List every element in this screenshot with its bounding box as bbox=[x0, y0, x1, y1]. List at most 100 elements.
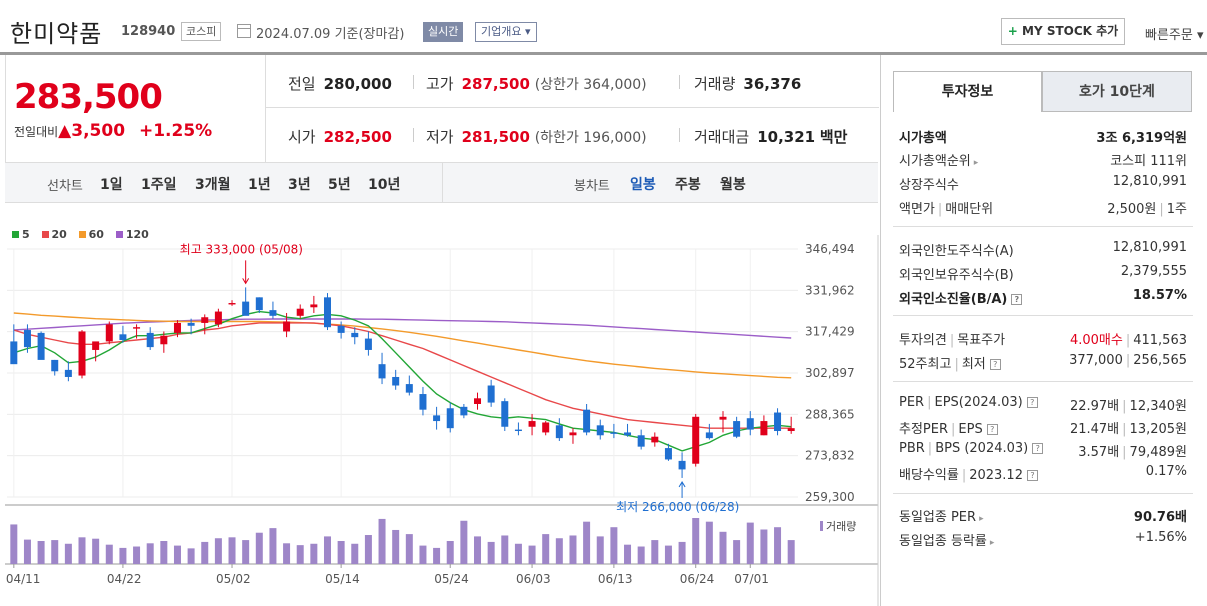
volume-bar bbox=[705, 521, 713, 564]
candle-body bbox=[651, 436, 659, 443]
x-tick-label: 06/24 bbox=[680, 572, 715, 586]
tab-investment-info[interactable]: 투자정보 bbox=[893, 71, 1042, 112]
industry-per-row[interactable]: 동일업종 PER ▸ 90.76배 bbox=[893, 506, 1193, 528]
industry-per-value: 90.76배 bbox=[1133, 510, 1187, 525]
separator: | bbox=[927, 395, 932, 410]
volume: 거래량 36,376 bbox=[694, 73, 801, 94]
quick-order-dropdown[interactable]: 빠른주문 ▾ bbox=[1145, 28, 1204, 43]
week52-label: 52주최고 | 최저? bbox=[899, 353, 1001, 372]
low-value: 281,500 bbox=[461, 128, 530, 146]
volume-bar bbox=[514, 543, 522, 564]
volume-bar bbox=[269, 528, 277, 564]
target-price-label: 목표주가 bbox=[957, 333, 1006, 348]
candle-body bbox=[624, 432, 632, 436]
volume-bar bbox=[501, 535, 509, 564]
volume-bar bbox=[214, 538, 222, 564]
divider bbox=[413, 75, 414, 89]
volume-bar bbox=[242, 540, 250, 564]
candle-body bbox=[10, 341, 18, 365]
candle-body bbox=[187, 322, 195, 326]
divider bbox=[679, 75, 680, 89]
volume-bar bbox=[733, 540, 741, 564]
pbr-value: 3.57배 | 79,489원 bbox=[1078, 441, 1187, 460]
help-icon[interactable]: ? bbox=[1026, 470, 1038, 481]
period-1d[interactable]: 1일 bbox=[100, 177, 123, 193]
dividend-label-text: 배당수익률 bbox=[899, 468, 959, 483]
eps-label: EPS(2024.03) bbox=[934, 395, 1023, 410]
candle-body bbox=[583, 409, 591, 433]
x-tick-label: 07/01 bbox=[734, 572, 769, 586]
period-3y[interactable]: 3년 bbox=[288, 177, 311, 193]
help-icon[interactable]: ? bbox=[1026, 397, 1038, 408]
help-icon[interactable]: ? bbox=[989, 359, 1001, 370]
candlestick-chart-svg[interactable]: 346,494 331,962 317,429 302,897 288,365 273,8… bbox=[0, 235, 880, 606]
prev-compare-label: 전일대비 bbox=[14, 125, 59, 139]
info-tabs: 투자정보 호가 10단계 bbox=[893, 71, 1193, 112]
candle-body bbox=[446, 408, 454, 429]
separator: | bbox=[1122, 422, 1127, 437]
period-3m[interactable]: 3개월 bbox=[195, 177, 231, 193]
candle-body bbox=[514, 429, 522, 432]
current-price-box: 283,500 전일대비▲3,500 +1.25% bbox=[5, 55, 265, 162]
candle-body bbox=[351, 332, 359, 338]
x-tick-label: 04/22 bbox=[107, 572, 142, 586]
candle-monthly[interactable]: 월봉 bbox=[720, 177, 746, 193]
arrow-right-icon: ▸ bbox=[989, 538, 995, 548]
candle-body bbox=[405, 384, 413, 393]
foreign-ratio-label: 외국인소진율(B/A)? bbox=[899, 288, 1023, 307]
y-tick-label: 331,962 bbox=[805, 283, 855, 297]
legend-ma20: 20 bbox=[41, 228, 67, 241]
tab-orderbook-10[interactable]: 호가 10단계 bbox=[1042, 71, 1192, 112]
candle-body bbox=[678, 460, 686, 470]
candle-body bbox=[105, 324, 113, 342]
period-1w[interactable]: 1주일 bbox=[141, 177, 177, 193]
company-overview-dropdown[interactable]: 기업개요 ▾ bbox=[475, 22, 537, 42]
volume-bar bbox=[787, 540, 795, 564]
volume-bar bbox=[719, 531, 727, 564]
market-cap-rank-row[interactable]: 시가총액순위 ▸ 코스피 111위 bbox=[893, 150, 1193, 172]
candle-body bbox=[337, 325, 345, 333]
volume-bar bbox=[433, 547, 441, 564]
target-price-value: 411,563 bbox=[1133, 333, 1187, 348]
separator: | bbox=[1122, 399, 1127, 414]
pbr-label-text: PBR bbox=[899, 441, 925, 456]
opinion-value-text: 4.00매수 bbox=[1069, 333, 1123, 348]
foreign-hold-row: 외국인보유주식수(B) 2,379,555 bbox=[893, 264, 1193, 286]
candle-body bbox=[92, 341, 100, 350]
info-row-1: 전일 280,000 고가 287,500 (상한가 364,000) 거래량 36,… bbox=[266, 55, 879, 108]
listed-shares-row: 상장주식수 12,810,991 bbox=[893, 174, 1193, 196]
foreign-ratio-row: 외국인소진율(B/A)? 18.57% bbox=[893, 288, 1193, 310]
candle-weekly[interactable]: 주봉 bbox=[675, 177, 701, 193]
realtime-button[interactable]: 실시간 bbox=[423, 22, 464, 42]
annotation-high-arrowhead bbox=[242, 278, 250, 285]
my-stock-add-button[interactable]: + MY STOCK 추가 bbox=[1001, 18, 1125, 45]
legend-label: 120 bbox=[125, 228, 149, 241]
volume-bar bbox=[664, 545, 672, 564]
candle-body bbox=[310, 304, 318, 308]
candle-body bbox=[323, 297, 331, 328]
line-chart-label: 선차트 bbox=[47, 179, 83, 194]
volume-bar bbox=[364, 535, 372, 564]
industry-per-label: 동일업종 PER ▸ bbox=[899, 506, 984, 525]
period-5y[interactable]: 5년 bbox=[328, 177, 351, 193]
per-value-text: 22.97배 bbox=[1069, 399, 1120, 414]
candle-body bbox=[528, 421, 536, 427]
volume-bar bbox=[460, 520, 468, 564]
period-10y[interactable]: 10년 bbox=[368, 177, 401, 193]
industry-change-row[interactable]: 동일업종 등락률 ▸ +1.56% bbox=[893, 530, 1193, 552]
price-chart[interactable]: 346,494 331,962 317,429 302,897 288,365 273,8… bbox=[0, 235, 880, 606]
volume-bar bbox=[678, 541, 686, 564]
candle-body bbox=[133, 327, 141, 329]
candle-daily[interactable]: 일봉 bbox=[630, 177, 656, 193]
investment-info-panel: 투자정보 호가 10단계 시가총액 3조 6,319억원 시가총액순위 ▸ 코스피… bbox=[880, 55, 1207, 606]
volume-bar bbox=[323, 536, 331, 564]
opinion-label: 투자의견 | 목표주가 bbox=[899, 329, 1005, 348]
candle-body bbox=[542, 422, 550, 433]
foreign-ratio-value: 18.57% bbox=[1132, 288, 1187, 303]
help-icon[interactable]: ? bbox=[1011, 294, 1023, 305]
help-icon[interactable]: ? bbox=[986, 424, 998, 435]
candle-body bbox=[746, 418, 754, 430]
period-1y[interactable]: 1년 bbox=[248, 177, 271, 193]
help-icon[interactable]: ? bbox=[1032, 443, 1044, 454]
est-eps-value: 13,205원 bbox=[1129, 422, 1187, 437]
